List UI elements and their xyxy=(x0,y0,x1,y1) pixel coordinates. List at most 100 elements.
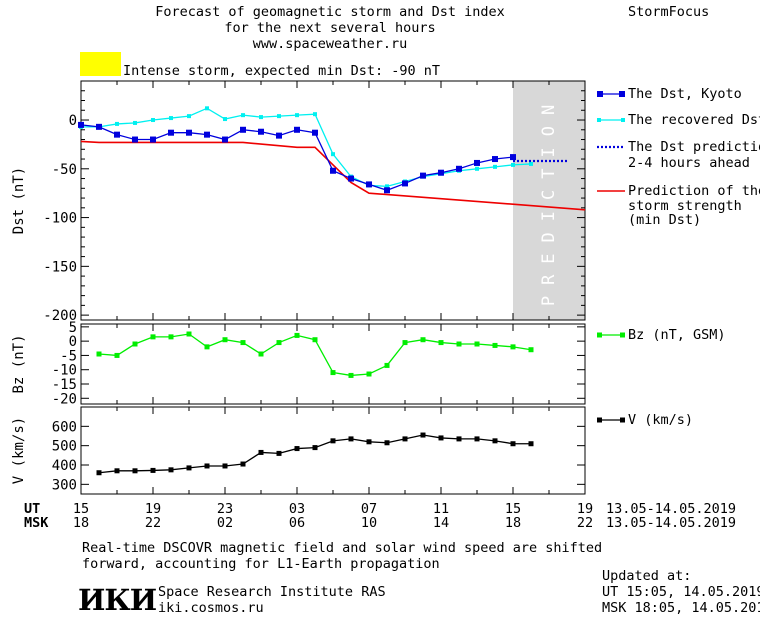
bz-point xyxy=(132,341,138,347)
kyoto-dst-point xyxy=(114,131,120,138)
velocity-point xyxy=(258,449,264,455)
recovered-dst-point xyxy=(385,184,389,189)
y-tick-label: 600 xyxy=(52,419,77,435)
bz-point xyxy=(168,334,174,340)
velocity-point xyxy=(528,441,534,447)
kyoto-dst-point xyxy=(348,175,354,182)
iki-logo: ИКИ xyxy=(78,583,157,617)
kyoto-dst-point xyxy=(492,156,498,163)
footer-note-line1: Real-time DSCOVR magnetic field and sola… xyxy=(82,540,603,556)
velocity-point xyxy=(384,440,390,446)
kyoto-dst-point xyxy=(438,169,444,176)
legend-strength-line1: Prediction of the xyxy=(628,183,760,199)
legend-recovered-marker xyxy=(597,118,601,122)
legend-dst-prediction: The Dst prediction xyxy=(628,139,760,155)
chart-title: Forecast of geomagnetic storm and Dst in… xyxy=(155,4,505,20)
institute-name: Space Research Institute RAS xyxy=(158,584,386,600)
ut-tick-label: 15 xyxy=(72,501,90,517)
recovered-dst-point xyxy=(241,113,245,118)
bz-point xyxy=(240,340,246,346)
kyoto-dst-point xyxy=(132,136,138,143)
updated-ut: UT 15:05, 14.05.2019 xyxy=(602,584,760,600)
recovered-dst-point xyxy=(223,117,227,122)
kyoto-dst-point xyxy=(366,181,372,188)
kyoto-dst-point xyxy=(150,136,156,143)
y-tick-label: -15 xyxy=(52,377,77,393)
legend-bz-marker xyxy=(620,332,625,338)
legend-bz-marker xyxy=(597,332,602,338)
ut-tick-label: 19 xyxy=(576,501,594,517)
bz-point xyxy=(528,347,534,353)
kyoto-dst-point xyxy=(402,180,408,187)
kyoto-dst-point xyxy=(276,132,282,139)
msk-tick-label: 10 xyxy=(360,515,378,531)
ut-tick-label: 23 xyxy=(216,501,234,517)
legend-strength-line3: (min Dst) xyxy=(628,212,702,228)
bz-point xyxy=(348,372,354,378)
storm-strength-line xyxy=(80,140,586,211)
y-tick-label: -200 xyxy=(43,308,77,324)
msk-tick-label: 02 xyxy=(216,515,234,531)
velocity-point xyxy=(294,446,300,452)
bz-point xyxy=(150,334,156,340)
kyoto-dst-point xyxy=(240,126,246,133)
bz-point xyxy=(474,341,480,347)
velocity-line xyxy=(98,434,531,474)
velocity-point xyxy=(420,432,426,438)
velocity-point xyxy=(366,439,372,445)
ut-axis-label: UT xyxy=(24,501,41,517)
ut-tick-label: 19 xyxy=(144,501,162,517)
y-tick-label: -50 xyxy=(52,162,77,178)
recovered-dst-point xyxy=(313,112,317,117)
bz-point xyxy=(204,344,210,350)
y-tick-label: -150 xyxy=(43,259,77,275)
bz-point xyxy=(492,342,498,348)
recovered-dst-point xyxy=(205,106,209,111)
msk-axis-label: MSK xyxy=(24,515,49,531)
legend-symbols xyxy=(597,91,625,423)
ut-tick-label: 03 xyxy=(288,501,306,517)
kyoto-dst-point xyxy=(420,172,426,179)
bz-point xyxy=(420,337,426,343)
recovered-dst-point xyxy=(259,115,263,120)
msk-tick-label: 22 xyxy=(576,515,594,531)
y-axis-label: V (km/s) xyxy=(11,417,27,484)
kyoto-dst-point xyxy=(96,123,102,130)
velocity-point xyxy=(510,441,516,447)
recovered-dst-point xyxy=(331,152,335,157)
ut-tick-label: 11 xyxy=(432,501,450,517)
bz-point xyxy=(456,341,462,347)
kyoto-dst-point xyxy=(294,126,300,133)
footer-note-line2: forward, accounting for L1-Earth propaga… xyxy=(82,556,440,572)
kyoto-dst-point xyxy=(204,131,210,138)
msk-tick-label: 06 xyxy=(288,515,306,531)
bz-point xyxy=(276,340,282,346)
velocity-panel: 300 400 500 600 V (km/s) xyxy=(11,406,586,495)
kyoto-dst-point xyxy=(330,167,336,174)
velocity-point xyxy=(240,461,246,467)
y-tick-label: -100 xyxy=(43,211,77,227)
legend-velocity-marker xyxy=(597,417,602,423)
recovered-dst-point xyxy=(151,118,155,123)
y-tick-label: -5 xyxy=(60,348,77,364)
legend-bz: Bz (nT, GSM) xyxy=(628,327,726,343)
velocity-point xyxy=(276,450,282,456)
kyoto-dst-point xyxy=(312,129,318,136)
updated-msk: MSK 18:05, 14.05.2019 xyxy=(602,600,760,616)
y-tick-label: 300 xyxy=(52,477,77,493)
msk-tick-label: 18 xyxy=(72,515,90,531)
institute-site-link[interactable]: iki.cosmos.ru xyxy=(158,600,264,616)
recovered-dst-point xyxy=(187,114,191,119)
legend-dst-prediction-hours: 2-4 hours ahead xyxy=(628,155,750,171)
recovered-dst-point xyxy=(277,114,281,119)
recovered-dst-point xyxy=(493,164,497,169)
recovered-dst-point xyxy=(115,121,119,126)
bz-point xyxy=(222,337,228,343)
velocity-point xyxy=(186,465,192,471)
y-tick-label: 0 xyxy=(69,113,77,129)
website-link[interactable]: www.spaceweather.ru xyxy=(252,36,408,52)
bz-point xyxy=(384,362,390,368)
velocity-point xyxy=(456,436,462,442)
bz-point xyxy=(186,331,192,337)
velocity-point xyxy=(132,468,138,474)
